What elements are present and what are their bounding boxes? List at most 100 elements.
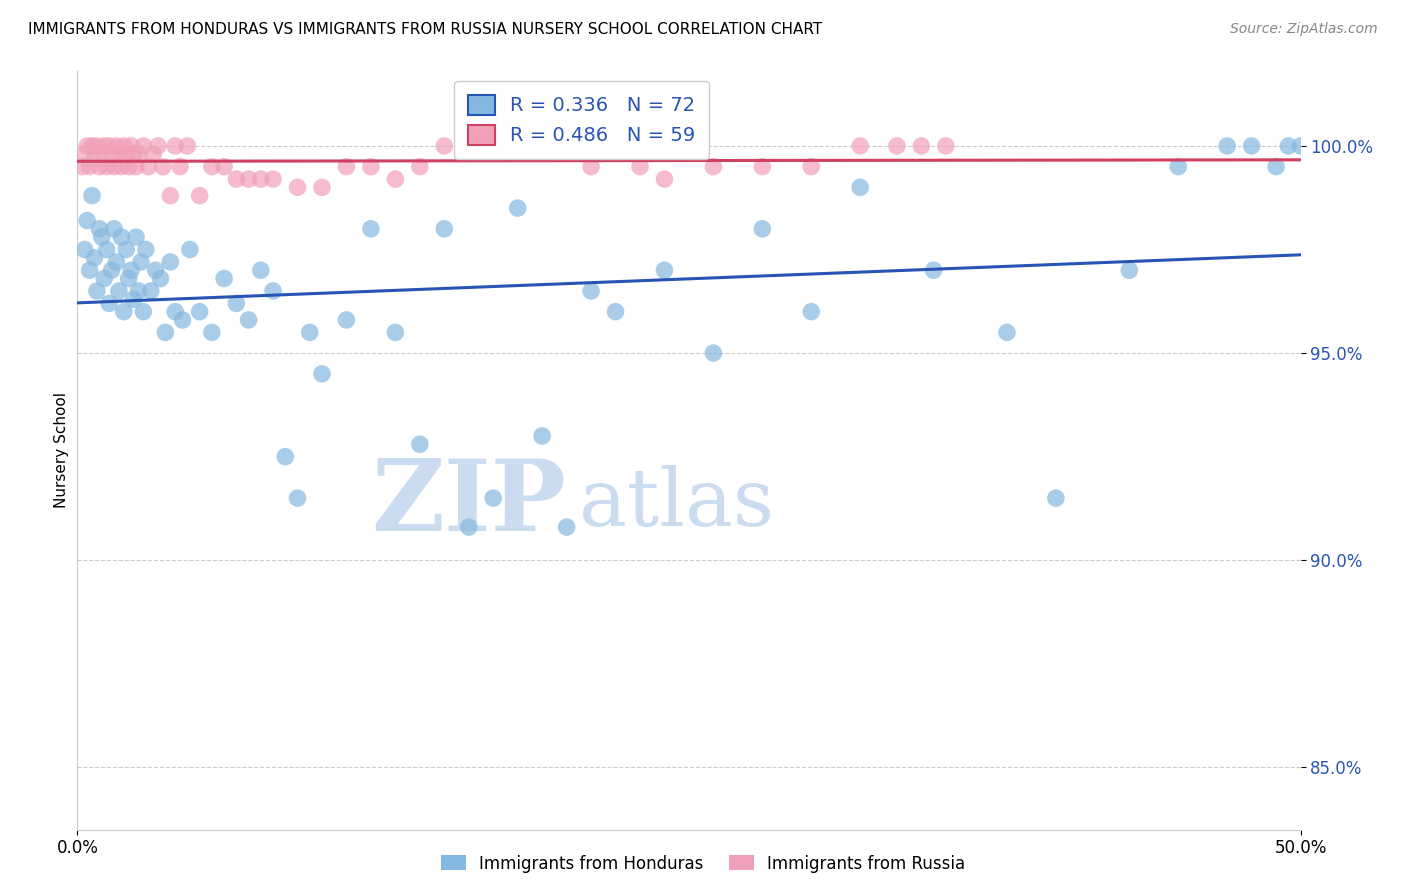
Point <box>122 292 145 306</box>
Point <box>120 263 142 277</box>
Point <box>165 139 187 153</box>
Text: IMMIGRANTS FROM HONDURAS VS IMMIGRANTS FROM RUSSIA NURSERY SCHOOL CORRELATION CH: IMMIGRANTS FROM HONDURAS VS IMMIGRANTS F… <box>28 22 823 37</box>
Point <box>80 188 103 202</box>
Point <box>127 147 149 161</box>
Point <box>482 491 505 505</box>
Point <box>159 188 181 202</box>
Point <box>287 491 309 505</box>
Point <box>172 313 194 327</box>
Point <box>129 255 152 269</box>
Point <box>132 304 155 318</box>
Point <box>1167 160 1189 174</box>
Point <box>96 160 118 174</box>
Point <box>287 180 309 194</box>
Point <box>86 139 108 153</box>
Point <box>800 160 823 174</box>
Point <box>1265 160 1288 174</box>
Point <box>115 243 138 257</box>
Point <box>165 304 187 318</box>
Point <box>118 271 141 285</box>
Point <box>110 160 132 174</box>
Point <box>212 271 235 285</box>
Point <box>628 160 651 174</box>
Point <box>127 284 149 298</box>
Point <box>76 213 98 227</box>
Point <box>73 147 96 161</box>
Point <box>335 313 357 327</box>
Point <box>409 160 432 174</box>
Point <box>125 230 148 244</box>
Point <box>176 139 198 153</box>
Point <box>93 139 115 153</box>
Text: atlas: atlas <box>579 465 773 542</box>
Point <box>935 139 957 153</box>
Point <box>118 160 141 174</box>
Point <box>105 139 128 153</box>
Point <box>100 263 122 277</box>
Point <box>110 230 132 244</box>
Point <box>849 139 872 153</box>
Point <box>225 296 247 310</box>
Point <box>188 188 211 202</box>
Point <box>201 160 224 174</box>
Point <box>751 160 773 174</box>
Point <box>179 243 201 257</box>
Point <box>120 139 142 153</box>
Point <box>112 304 135 318</box>
Legend: Immigrants from Honduras, Immigrants from Russia: Immigrants from Honduras, Immigrants fro… <box>434 848 972 880</box>
Point <box>1045 491 1067 505</box>
Point <box>409 437 432 451</box>
Point <box>800 304 823 318</box>
Point <box>139 284 162 298</box>
Point <box>98 139 121 153</box>
Point <box>132 139 155 153</box>
Text: ZIP: ZIP <box>371 455 567 552</box>
Point <box>212 160 235 174</box>
Point <box>506 201 529 215</box>
Point <box>1277 139 1299 153</box>
Point <box>188 304 211 318</box>
Point <box>90 147 112 161</box>
Point <box>169 160 191 174</box>
Point <box>702 160 724 174</box>
Point <box>108 284 131 298</box>
Point <box>457 520 479 534</box>
Point <box>1240 139 1263 153</box>
Point <box>112 139 135 153</box>
Point <box>152 160 174 174</box>
Point <box>108 147 131 161</box>
Y-axis label: Nursery School: Nursery School <box>53 392 69 508</box>
Point <box>135 243 157 257</box>
Point <box>579 284 602 298</box>
Point <box>360 222 382 236</box>
Point <box>531 139 554 153</box>
Point <box>125 160 148 174</box>
Point <box>136 160 159 174</box>
Legend: R = 0.336   N = 72, R = 0.486   N = 59: R = 0.336 N = 72, R = 0.486 N = 59 <box>454 81 709 159</box>
Point <box>122 147 145 161</box>
Point <box>105 255 128 269</box>
Point <box>155 326 177 340</box>
Point <box>93 271 115 285</box>
Point <box>76 139 98 153</box>
Point <box>115 147 138 161</box>
Point <box>89 222 111 236</box>
Point <box>238 313 260 327</box>
Point <box>90 230 112 244</box>
Point <box>103 160 125 174</box>
Point <box>83 147 105 161</box>
Point <box>849 180 872 194</box>
Point <box>80 139 103 153</box>
Point <box>262 172 284 186</box>
Point <box>274 450 297 464</box>
Point <box>433 222 456 236</box>
Point <box>751 222 773 236</box>
Point <box>98 296 121 310</box>
Point <box>142 147 165 161</box>
Point <box>149 271 172 285</box>
Point <box>433 139 456 153</box>
Point <box>482 139 505 153</box>
Point <box>73 243 96 257</box>
Point <box>335 160 357 174</box>
Point <box>311 180 333 194</box>
